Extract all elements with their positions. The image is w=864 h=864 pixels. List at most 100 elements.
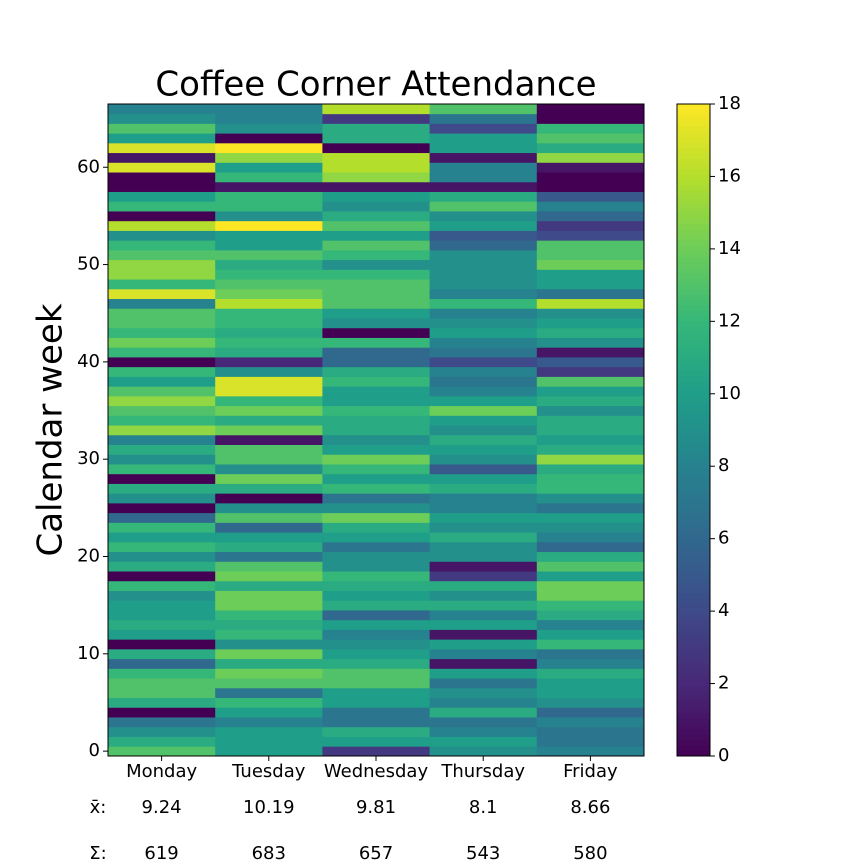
heatmap-cell [322, 298, 430, 309]
heatmap-cell [322, 123, 430, 134]
heatmap-cell [108, 395, 216, 407]
heatmap-cell [429, 571, 538, 582]
heatmap-cell [215, 152, 323, 163]
heatmap-cell [108, 211, 216, 222]
colorbar-strip [677, 142, 710, 148]
heatmap-cell [322, 415, 430, 426]
heatmap-cell [108, 123, 216, 134]
colorbar-strip [677, 315, 710, 322]
heatmap-cell [108, 678, 216, 689]
colorbar-strip [677, 299, 710, 306]
heatmap-cell [108, 697, 216, 708]
colorbar-strip [677, 576, 710, 583]
heatmap-cell [108, 707, 216, 718]
heatmap-cell [215, 308, 323, 319]
heatmap-cell [536, 376, 645, 387]
colorbar-tick-label: 2 [718, 673, 729, 694]
heatmap-cell [536, 746, 645, 757]
heatmap-cell [429, 240, 538, 251]
stat-value: 10.19 [243, 797, 295, 818]
heatmap-cell [429, 600, 538, 611]
heatmap-cell [536, 707, 645, 718]
heatmap-cell [322, 590, 430, 601]
heatmap-cell [536, 648, 645, 660]
heatmap-cell [322, 425, 430, 436]
heatmap-cell [429, 493, 538, 504]
colorbar-strip [677, 158, 710, 165]
heatmap-cell [215, 619, 323, 630]
heatmap-cell [429, 376, 538, 387]
heatmap-cell [215, 415, 323, 426]
heatmap-cell [108, 376, 216, 387]
heatmap-cell [108, 259, 216, 270]
heatmap-cell [108, 619, 216, 630]
heatmap-cell [322, 259, 430, 270]
heatmap-cell [429, 425, 538, 436]
heatmap-cell [108, 444, 216, 455]
heatmap-cell [215, 357, 323, 368]
colorbar-strip [677, 636, 710, 643]
colorbar-strip [677, 250, 710, 257]
heatmap-cell [215, 230, 323, 241]
heatmap-cell [215, 240, 323, 251]
heatmap-cell [429, 327, 538, 338]
heatmap-cell [108, 590, 216, 601]
colorbar-strip [677, 375, 710, 382]
colorbar-tick-label: 8 [718, 455, 729, 476]
y-tick-label: 60 [77, 156, 100, 177]
colorbar-strip [677, 223, 710, 230]
heatmap-cell [215, 337, 323, 348]
heatmap-cell [108, 104, 216, 115]
heatmap-cell [429, 249, 538, 261]
colorbar-strip [677, 734, 710, 741]
heatmap-cell [215, 444, 323, 455]
heatmap-cell [322, 152, 430, 163]
heatmap-cell [429, 736, 538, 747]
heatmap-cell [429, 308, 538, 319]
colorbar-tick-label: 10 [718, 383, 741, 404]
colorbar-strip [677, 603, 710, 610]
heatmap-cell [536, 347, 645, 358]
heatmap-cell [215, 123, 323, 134]
heatmap-cell [215, 405, 323, 416]
heatmap-cell [429, 717, 538, 728]
stat-value: 8.1 [469, 797, 498, 818]
heatmap-cell [429, 162, 538, 173]
heatmap-cell [536, 464, 645, 475]
colorbar-strip [677, 364, 710, 371]
heatmap-cell [108, 318, 216, 329]
colorbar-strip [677, 408, 710, 415]
heatmap-cell [108, 279, 216, 290]
heatmap-cell [215, 298, 323, 309]
colorbar-strip [677, 560, 710, 567]
colorbar-tick-label: 18 [718, 93, 741, 114]
colorbar-strip [677, 267, 710, 273]
y-axis-label: Calendar week [31, 303, 71, 556]
heatmap-cell [215, 201, 323, 212]
colorbar-strip [677, 370, 710, 377]
heatmap-cell [108, 269, 216, 280]
heatmap-cell [322, 405, 430, 416]
heatmap-cell [536, 541, 645, 553]
heatmap-cell [108, 142, 216, 154]
colorbar-strip [677, 511, 710, 518]
heatmap-cell [536, 736, 645, 747]
heatmap-cell [536, 357, 645, 368]
stat-label: Σ: [89, 843, 106, 864]
heatmap-cell [108, 181, 216, 192]
heatmap-cell [108, 298, 216, 309]
heatmap-cell [108, 532, 216, 543]
colorbar-strip [677, 533, 710, 540]
heatmap-cell [536, 629, 645, 640]
colorbar-strip [677, 685, 710, 692]
heatmap-cell [536, 580, 645, 591]
colorbar-strip [677, 717, 710, 724]
heatmap-cell [215, 269, 323, 280]
colorbar-strip [677, 424, 710, 431]
heatmap-cell [322, 172, 430, 183]
heatmap-cell [322, 337, 430, 348]
colorbar-strip [677, 332, 710, 339]
heatmap-cell [536, 386, 645, 397]
heatmap-cell [215, 580, 323, 591]
colorbar-strip [677, 707, 710, 714]
